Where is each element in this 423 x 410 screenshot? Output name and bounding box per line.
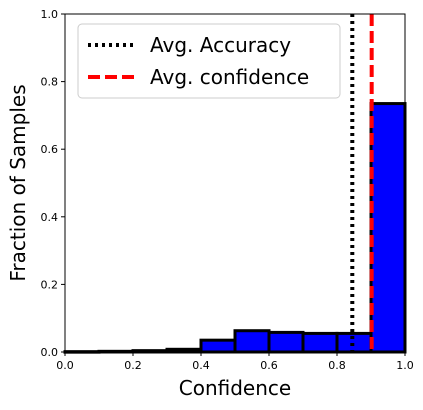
- legend-label-avg-confidence: Avg. confidence: [150, 65, 309, 89]
- reference-lines: [350, 14, 374, 352]
- y-tick-label: 1.0: [41, 8, 59, 21]
- x-tick-label: 0.6: [260, 359, 278, 372]
- x-axis-title: Confidence: [179, 376, 291, 400]
- y-tick-label: 0.6: [41, 143, 59, 156]
- x-axis-ticks: 0.0 0.2 0.4 0.6 0.8 1.0: [56, 352, 414, 372]
- x-tick-label: 0.2: [124, 359, 142, 372]
- y-tick-label: 0.4: [41, 211, 59, 224]
- y-tick-label: 0.2: [41, 278, 59, 291]
- legend-box: [77, 23, 341, 99]
- legend: Avg. Accuracy Avg. confidence: [77, 23, 341, 99]
- histogram-bar-5: [233, 329, 271, 354]
- y-axis-ticks: 0.0 0.2 0.4 0.6 0.8 1.0: [41, 8, 65, 359]
- y-axis-title: Fraction of Samples: [6, 84, 30, 281]
- y-tick-label: 0.8: [41, 76, 59, 89]
- x-tick-label: 1.0: [396, 359, 414, 372]
- x-tick-label: 0.0: [56, 359, 74, 372]
- histogram-bar-7: [301, 331, 339, 354]
- histogram-bar-4: [199, 338, 237, 354]
- y-tick-label: 0.0: [41, 346, 59, 359]
- x-tick-label: 0.4: [192, 359, 210, 372]
- x-tick-label: 0.8: [328, 359, 346, 372]
- plot-frame: [64, 13, 406, 353]
- legend-label-avg-accuracy: Avg. Accuracy: [150, 33, 291, 57]
- histogram-bar-9: [369, 102, 407, 354]
- histogram-bar-6: [267, 330, 305, 354]
